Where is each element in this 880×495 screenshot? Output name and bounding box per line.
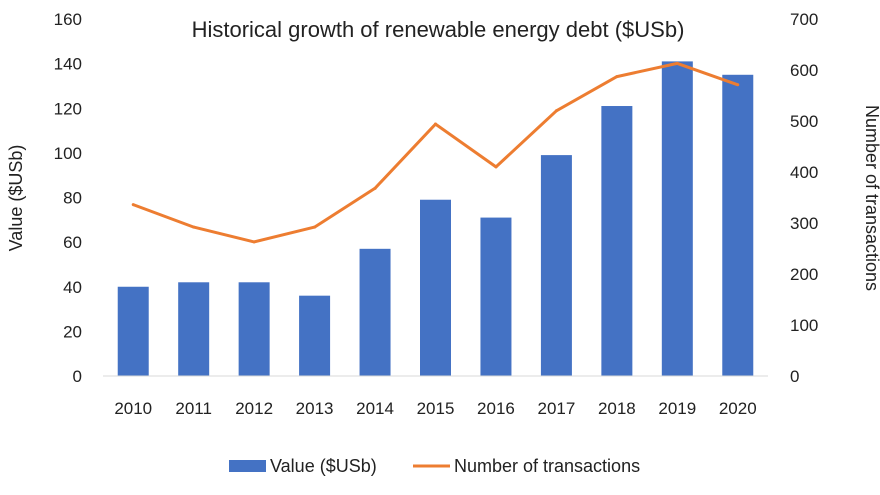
- bar: [480, 217, 512, 376]
- line-point: [554, 109, 558, 113]
- y-axis-left: 0 20 40 60 80 100 120 140 160: [54, 10, 82, 386]
- bar: [661, 61, 693, 377]
- y-left-tick-label: 80: [63, 189, 82, 208]
- line-point: [434, 122, 437, 126]
- y-left-tick-label: 100: [54, 144, 82, 163]
- y-right-tick-label: 300: [790, 214, 818, 233]
- line-point: [131, 203, 135, 207]
- legend-label-bar: Value ($USb): [270, 456, 377, 476]
- bar: [722, 74, 754, 376]
- y-left-tick-label: 20: [63, 322, 82, 341]
- line-point: [252, 240, 256, 244]
- line-point: [494, 165, 498, 169]
- y-axis-left-title: Value ($USb): [6, 145, 26, 252]
- x-tick-label: 2013: [296, 399, 334, 418]
- y-right-tick-label: 100: [790, 316, 818, 335]
- y-left-tick-label: 160: [54, 10, 82, 29]
- bar: [359, 248, 391, 376]
- x-tick-label: 2010: [114, 399, 152, 418]
- bar: [238, 282, 270, 376]
- y-axis-right: 0 100 200 300 400 500 600 700: [790, 10, 818, 386]
- x-tick-label: 2019: [658, 399, 696, 418]
- bar: [117, 286, 149, 376]
- x-tick-label: 2020: [719, 399, 757, 418]
- bar: [420, 199, 451, 376]
- line-point: [313, 225, 317, 229]
- legend: Value ($USb) Number of transactions: [229, 456, 640, 476]
- y-left-tick-label: 120: [54, 99, 82, 118]
- x-tick-label: 2018: [598, 399, 636, 418]
- y-left-tick-label: 40: [63, 278, 82, 297]
- bar: [299, 295, 331, 376]
- y-right-tick-label: 600: [790, 61, 818, 80]
- y-left-tick-label: 60: [63, 233, 82, 252]
- bar-series: [117, 61, 754, 377]
- x-tick-label: 2017: [537, 399, 575, 418]
- x-axis: 2010 2011 2012 2013 2014 2015 2016 2017 2018 2019…: [114, 399, 756, 418]
- line-point: [373, 186, 377, 190]
- line-series: [131, 61, 740, 244]
- y-left-tick-label: 140: [54, 55, 82, 74]
- line-point: [192, 225, 196, 229]
- y-axis-right-title: Number of transactions: [862, 105, 880, 291]
- x-tick-label: 2011: [175, 399, 212, 418]
- line-point: [736, 83, 740, 87]
- y-right-tick-label: 400: [790, 163, 818, 182]
- y-right-tick-label: 700: [790, 10, 818, 29]
- legend-swatch-bar: [229, 460, 266, 472]
- bar: [178, 282, 210, 376]
- x-tick-label: 2016: [477, 399, 515, 418]
- bar: [540, 155, 572, 376]
- x-tick-label: 2015: [417, 399, 455, 418]
- y-right-tick-label: 500: [790, 112, 818, 131]
- line-point: [675, 61, 679, 65]
- legend-label-line: Number of transactions: [454, 456, 640, 476]
- y-left-tick-label: 0: [73, 367, 82, 386]
- chart-title: Historical growth of renewable energy de…: [192, 17, 685, 42]
- x-tick-label: 2012: [235, 399, 273, 418]
- y-right-tick-label: 200: [790, 265, 818, 284]
- x-tick-label: 2014: [356, 399, 394, 418]
- line-point: [615, 75, 619, 79]
- y-right-tick-label: 0: [790, 367, 799, 386]
- bar: [601, 106, 633, 377]
